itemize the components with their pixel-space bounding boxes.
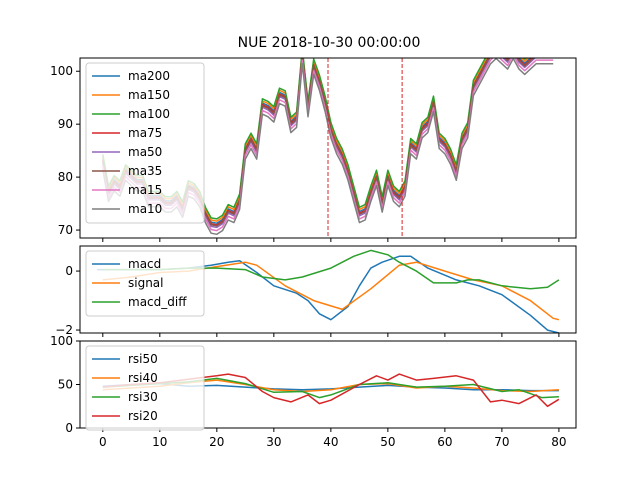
series-line-macd bbox=[97, 255, 560, 333]
legend-label-ma100: ma100 bbox=[128, 107, 170, 121]
price-y-ticks: 70 80 90 100 bbox=[50, 64, 80, 237]
legend-label-ma35: ma35 bbox=[128, 164, 162, 178]
legend-label-ma150: ma150 bbox=[128, 88, 170, 102]
x-tick-label: 80 bbox=[551, 435, 566, 449]
price-axes-frame bbox=[79, 57, 577, 239]
y-tick-label: 50 bbox=[58, 378, 73, 392]
macd-axes-frame bbox=[79, 245, 577, 334]
legend-label-rsi40: rsi40 bbox=[128, 371, 158, 385]
y-tick-label: −2 bbox=[55, 323, 73, 337]
legend-label-rsi30: rsi30 bbox=[128, 390, 158, 404]
y-tick-label: 0 bbox=[65, 421, 73, 435]
rsi-y-ticks: 0 50 100 bbox=[50, 334, 80, 435]
series-line-rsi20 bbox=[102, 373, 560, 408]
chart-title: NUE 2018-10-30 00:00:00 bbox=[238, 35, 421, 51]
legend-label-ma10: ma10 bbox=[128, 202, 162, 216]
legend-box bbox=[85, 62, 205, 224]
legend-label-ma75: ma75 bbox=[128, 126, 162, 140]
x-tick-label: 70 bbox=[494, 435, 509, 449]
legend-box bbox=[85, 250, 205, 317]
legend-label-rsi20: rsi20 bbox=[128, 409, 158, 423]
event-markers bbox=[327, 58, 403, 238]
rsi-panel: 0 50 100 0 10 20 30 40 50 60 70 80 rsi50 rsi40 rsi30… bbox=[50, 334, 577, 449]
y-tick-label: 70 bbox=[58, 223, 73, 237]
x-tick-label: 10 bbox=[152, 435, 167, 449]
x-tick-label: 0 bbox=[99, 435, 107, 449]
y-tick-label: 100 bbox=[50, 64, 73, 78]
series-line-macd-diff bbox=[102, 249, 560, 290]
legend-label-ma200: ma200 bbox=[128, 69, 170, 83]
y-tick-label: 0 bbox=[65, 264, 73, 278]
legend-label-signal: signal bbox=[128, 276, 164, 290]
legend-label-ma15: ma15 bbox=[128, 183, 162, 197]
legend-label-macd: macd bbox=[128, 257, 161, 271]
legend-label-rsi50: rsi50 bbox=[128, 352, 158, 366]
x-tick-label: 50 bbox=[380, 435, 395, 449]
rsi-legend: rsi50 rsi40 rsi30 rsi20 bbox=[85, 345, 205, 431]
x-tick-label: 30 bbox=[266, 435, 281, 449]
x-tick-label: 40 bbox=[323, 435, 338, 449]
price-panel: 70 80 90 100 ma200 ma150 ma100 ma75 ma50 ma35 ma1… bbox=[50, 57, 577, 242]
legend-box bbox=[85, 345, 205, 431]
macd-panel: −2 0 macd signal macd_diff bbox=[55, 245, 577, 337]
y-tick-label: 90 bbox=[58, 117, 73, 131]
macd-legend: macd signal macd_diff bbox=[85, 250, 205, 317]
price-x-ticks bbox=[102, 238, 560, 242]
x-tick-label: 20 bbox=[209, 435, 224, 449]
rsi-x-ticks: 0 10 20 30 40 50 60 70 80 bbox=[99, 428, 567, 449]
macd-y-ticks: −2 0 bbox=[55, 264, 80, 337]
legend-label-macd-diff: macd_diff bbox=[128, 295, 187, 309]
x-tick-label: 60 bbox=[437, 435, 452, 449]
y-tick-label: 80 bbox=[58, 170, 73, 184]
price-legend: ma200 ma150 ma100 ma75 ma50 ma35 ma15 ma10 bbox=[85, 62, 205, 224]
y-tick-label: 100 bbox=[50, 334, 73, 348]
macd-x-ticks bbox=[102, 333, 560, 337]
legend-label-ma50: ma50 bbox=[128, 145, 162, 159]
